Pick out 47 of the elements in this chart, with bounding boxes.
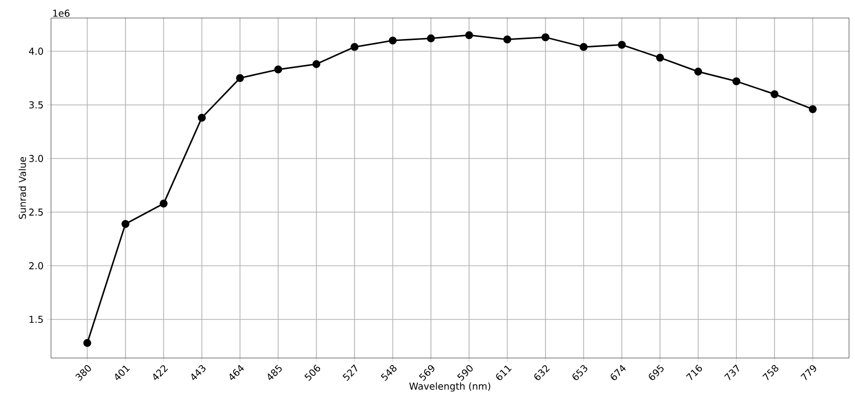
text: 1e6 bbox=[53, 10, 70, 17]
point bbox=[350, 43, 358, 51]
point bbox=[465, 31, 474, 40]
x-tick-label: 443 bbox=[191, 365, 206, 380]
x-tick-label: 674 bbox=[610, 364, 626, 380]
point bbox=[312, 60, 320, 68]
x-axis-title: Wavelength (nm) bbox=[409, 382, 490, 392]
point bbox=[198, 114, 206, 122]
point bbox=[542, 33, 550, 42]
x-tick-label: 548 bbox=[380, 365, 397, 381]
point bbox=[274, 66, 282, 74]
x-tick-label: 737 bbox=[724, 364, 739, 380]
y-tick-label: 3.5 bbox=[29, 101, 43, 108]
x-tick-label: 590 bbox=[457, 365, 473, 381]
x-tick-label: 632 bbox=[534, 365, 550, 380]
x-tick-label: 611 bbox=[496, 365, 512, 380]
x-tick-label: 653 bbox=[572, 365, 588, 380]
point bbox=[388, 36, 397, 44]
y-tick-label: 3.0 bbox=[29, 154, 43, 162]
x-tick-label: 779 bbox=[800, 365, 816, 380]
point bbox=[618, 40, 626, 49]
point bbox=[426, 34, 435, 42]
point bbox=[770, 90, 779, 98]
x-tick-label: 485 bbox=[268, 364, 282, 380]
point bbox=[122, 220, 130, 228]
y-tick-label: 4.0 bbox=[28, 48, 43, 55]
point bbox=[694, 68, 702, 76]
y-axis-title: Sunrad Value bbox=[18, 157, 26, 219]
point bbox=[236, 74, 244, 82]
x-tick-label: 695 bbox=[648, 364, 664, 380]
x-tick-label: 464 bbox=[230, 364, 244, 380]
y-tick-label: 2.0 bbox=[29, 262, 43, 270]
point bbox=[732, 77, 740, 86]
x-tick-label: 380 bbox=[75, 365, 91, 381]
point bbox=[808, 105, 817, 114]
x-tick-label: 758 bbox=[762, 365, 778, 380]
x-tick-label: 716 bbox=[686, 364, 702, 380]
y-tick-label: 1.5 bbox=[30, 316, 43, 323]
point bbox=[580, 43, 588, 51]
x-tick-label: 569 bbox=[418, 365, 434, 381]
point bbox=[656, 54, 664, 62]
point bbox=[503, 35, 512, 44]
point bbox=[83, 339, 92, 347]
point bbox=[160, 200, 168, 208]
x-tick-label: 422 bbox=[153, 365, 168, 380]
y-tick-label: 2.5 bbox=[29, 208, 43, 216]
x-tick-label: 401 bbox=[115, 365, 130, 380]
